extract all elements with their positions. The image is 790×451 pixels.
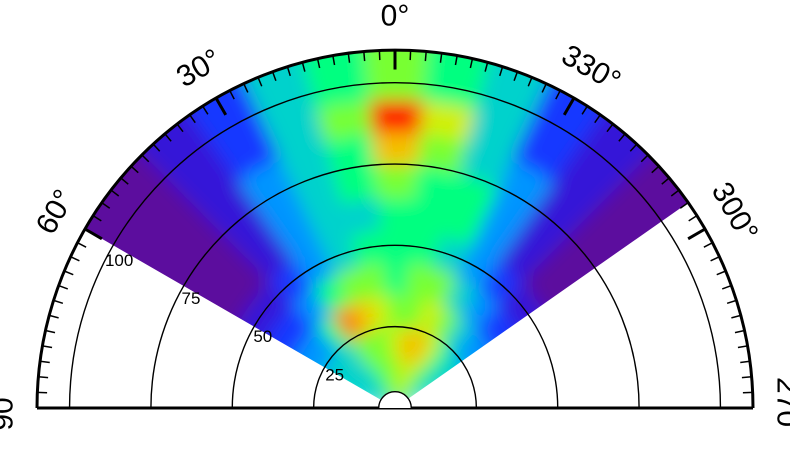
radial-grid-ring (68, 82, 722, 409)
theta-minor-tick (301, 62, 306, 72)
r-tick-label: 100 (105, 251, 133, 270)
theta-minor-tick (513, 71, 519, 82)
heat-cell (369, 130, 421, 166)
r-tick-label: 25 (325, 365, 344, 384)
theta-minor-tick (202, 105, 209, 115)
theta-minor-tick (716, 270, 727, 276)
theta-minor-tick (606, 123, 614, 133)
theta-minor-tick (710, 256, 720, 262)
theta-minor-tick (152, 143, 161, 152)
heat-cell (372, 162, 418, 199)
theta-minor-tick (347, 52, 351, 63)
theta-tick-label: 300° (705, 177, 765, 247)
theta-major-tick (84, 227, 103, 241)
theta-minor-tick (484, 62, 489, 72)
theta-minor-tick (439, 52, 443, 63)
theta-minor-tick (688, 215, 698, 222)
theta-minor-tick (316, 58, 321, 69)
theta-minor-tick (731, 314, 741, 319)
theta-minor-tick (734, 329, 745, 334)
heat-cell (375, 195, 415, 231)
theta-minor-tick (49, 314, 59, 319)
theta-tick-label: 30° (171, 43, 227, 94)
theta-tick-label: 0° (381, 0, 410, 32)
theta-minor-tick (42, 345, 53, 349)
theta-minor-tick (271, 71, 277, 82)
theta-minor-tick (740, 360, 751, 364)
theta-minor-tick (726, 299, 737, 304)
theta-minor-tick (651, 165, 660, 174)
theta-minor-tick (618, 133, 626, 142)
theta-minor-tick (594, 114, 601, 124)
theta-minor-tick (110, 189, 120, 197)
theta-minor-tick (661, 177, 670, 185)
theta-minor-tick (257, 76, 263, 87)
theta-minor-tick (363, 51, 366, 62)
theta-minor-tick (527, 76, 533, 87)
theta-minor-tick (58, 284, 69, 290)
theta-tick-label: 90° (0, 385, 19, 430)
theta-minor-tick (141, 154, 150, 163)
theta-minor-tick (77, 242, 87, 248)
theta-minor-tick (92, 215, 102, 222)
theta-minor-tick (286, 66, 291, 77)
theta-minor-tick (679, 202, 689, 209)
radial-grid-ring (312, 326, 478, 409)
theta-minor-tick (38, 376, 49, 379)
theta-minor-tick (164, 133, 172, 142)
theta-minor-tick (45, 329, 56, 334)
theta-minor-tick (541, 83, 547, 93)
theta-minor-tick (581, 105, 588, 115)
theta-minor-tick (63, 270, 74, 276)
theta-minor-tick (424, 51, 427, 62)
theta-minor-tick (721, 284, 732, 290)
theta-minor-tick (332, 55, 336, 66)
theta-major-tick (687, 227, 706, 241)
heat-cell (381, 260, 409, 296)
theta-minor-tick (189, 114, 196, 124)
theta-minor-tick (176, 123, 184, 133)
theta-minor-tick (640, 154, 649, 163)
theta-minor-tick (741, 376, 752, 379)
theta-tick-label: 270° (771, 377, 790, 439)
theta-minor-tick (53, 299, 64, 304)
theta-minor-tick (555, 90, 561, 100)
r-tick-label: 50 (253, 327, 272, 346)
theta-minor-tick (629, 143, 638, 152)
theta-minor-tick (454, 55, 458, 66)
theta-minor-tick (39, 360, 50, 364)
theta-minor-tick (670, 189, 680, 197)
theta-major-tick (214, 97, 228, 116)
theta-minor-tick (70, 256, 80, 262)
theta-major-tick (562, 97, 576, 116)
theta-minor-tick (120, 177, 129, 185)
radial-grid-ring (150, 163, 640, 409)
theta-tick-label: 330° (556, 39, 626, 99)
theta-minor-tick (229, 90, 235, 100)
r-tick-label: 75 (182, 289, 201, 308)
theta-minor-tick (243, 83, 249, 93)
center-hole (378, 391, 412, 409)
radial-grid-ring (231, 244, 559, 409)
heat-cell (366, 97, 424, 134)
theta-minor-tick (469, 58, 474, 69)
theta-minor-tick (703, 242, 713, 248)
heatmap (84, 50, 689, 400)
theta-minor-tick (130, 165, 139, 174)
theta-minor-tick (499, 66, 504, 77)
theta-tick-label: 60° (30, 184, 81, 240)
theta-minor-tick (737, 345, 748, 349)
theta-minor-tick (101, 202, 111, 209)
